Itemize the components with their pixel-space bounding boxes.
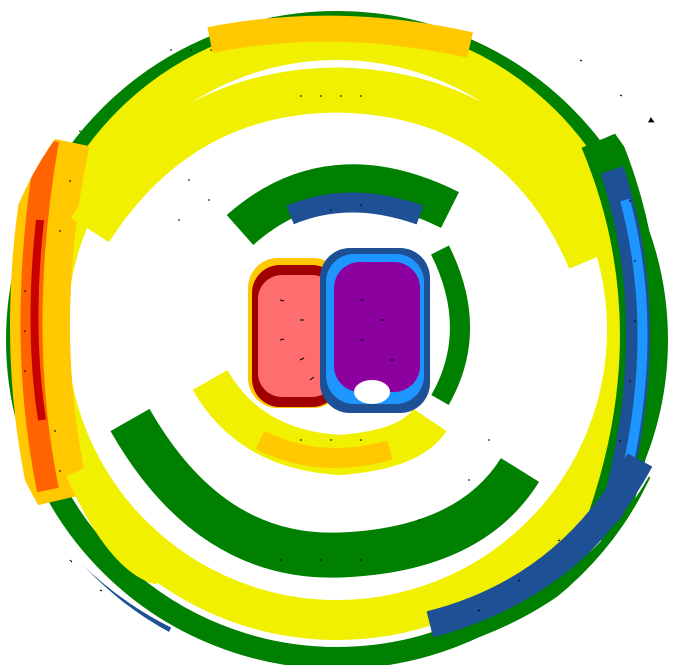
bottomright-blue-band — [426, 453, 653, 639]
mid-green-arc — [110, 408, 540, 578]
arrow-field — [24, 49, 652, 612]
inner-blue-arc — [286, 192, 424, 225]
inner-green-arc — [226, 164, 459, 246]
purple-blob — [334, 262, 420, 392]
inner-right-green — [431, 245, 470, 405]
mid-yellow-arc — [71, 67, 611, 269]
purple-blob-notch — [354, 380, 390, 404]
right-lightblue-band — [620, 198, 648, 482]
top-orange-band — [207, 15, 473, 58]
lowerleft-yellow-arc — [66, 463, 165, 585]
left-darkred-band — [30, 219, 46, 421]
red-blob — [258, 275, 336, 397]
inner-orange-arc — [255, 430, 393, 468]
arrows — [24, 49, 652, 612]
